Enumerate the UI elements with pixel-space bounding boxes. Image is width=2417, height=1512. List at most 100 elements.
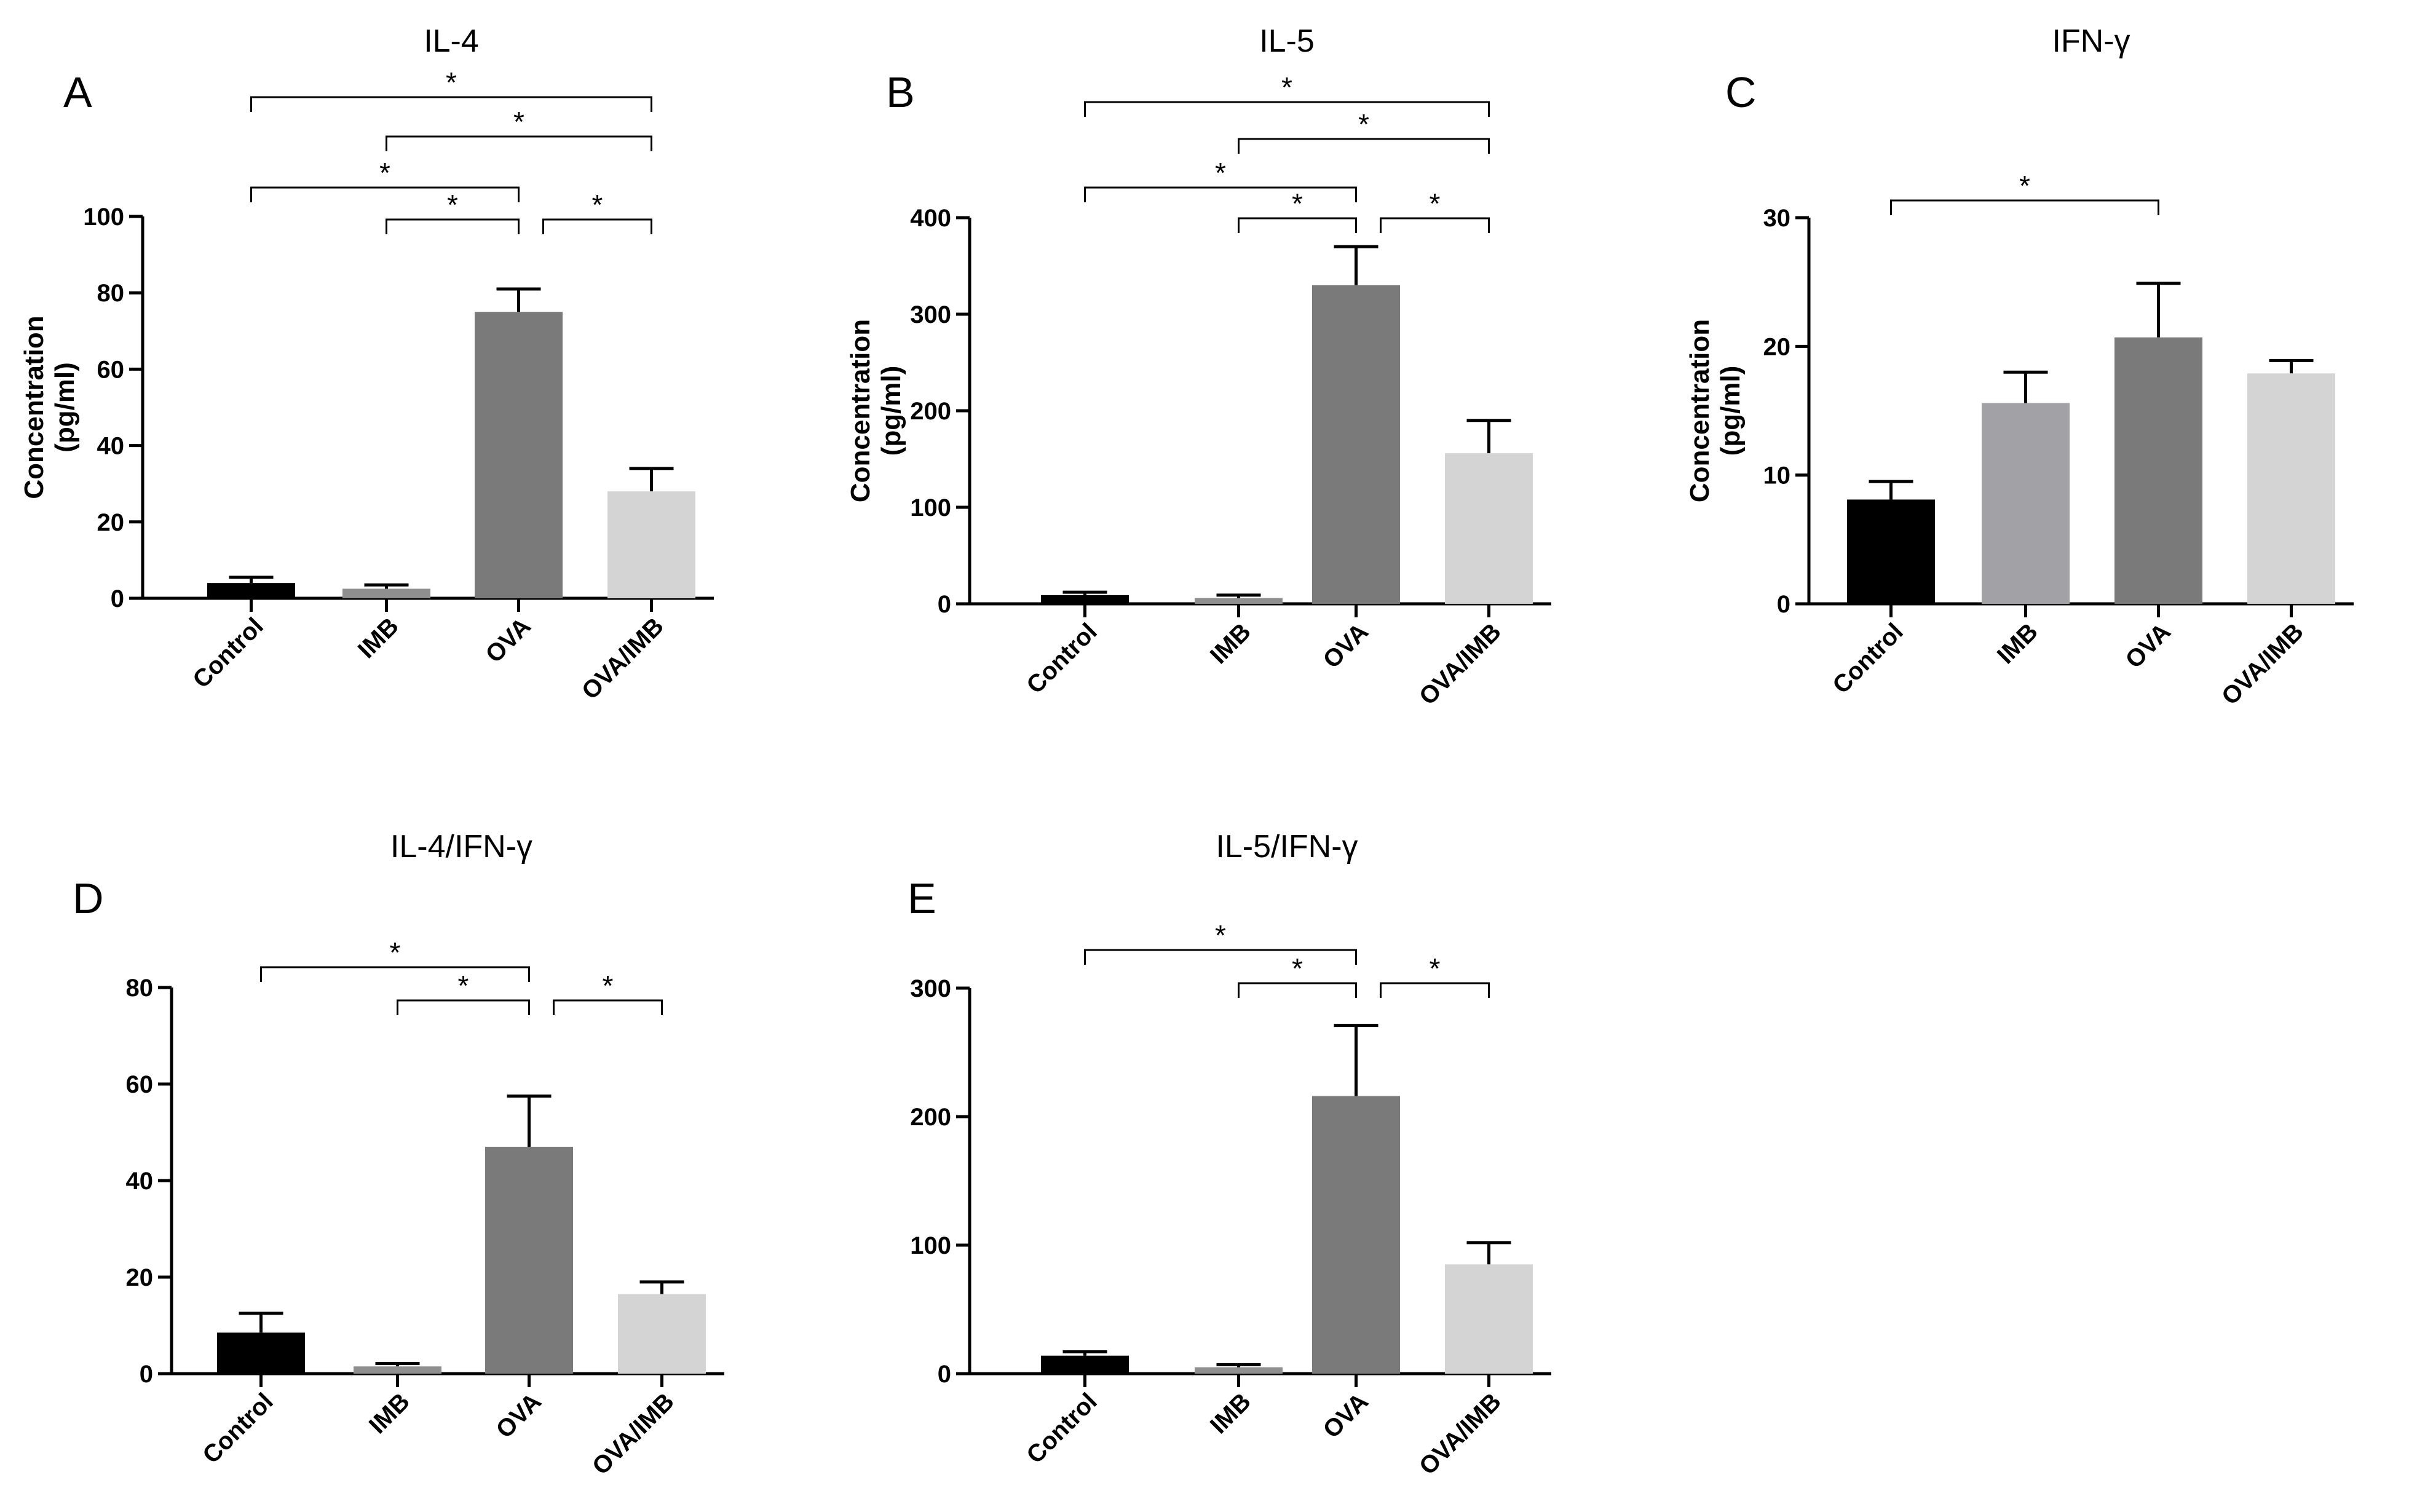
significance-bracket	[1084, 101, 1490, 117]
y-tick-label: 80	[97, 280, 125, 307]
category-label: Control	[1827, 618, 1909, 699]
y-tick-label: 20	[1763, 333, 1791, 360]
significance-bracket	[1084, 186, 1357, 202]
bar-control	[207, 583, 295, 598]
bar-ova	[1312, 1096, 1400, 1374]
y-tick-label: 40	[126, 1168, 154, 1195]
significance-bracket	[250, 96, 652, 112]
significance-star: *	[1292, 188, 1303, 220]
significance-bracket	[542, 218, 652, 234]
category-label: OVA	[1318, 618, 1374, 673]
significance-star: *	[1281, 71, 1292, 103]
y-tick-label: 20	[126, 1264, 154, 1291]
significance-bracket	[1084, 949, 1357, 965]
chart-panel-c: C IFN-γ Concentration (pg/ml) 0 10 20 30 Control…	[1685, 23, 2354, 710]
bar-imb	[342, 588, 430, 598]
y-tick-label: 20	[97, 509, 125, 536]
bar-ova-imb	[2247, 373, 2335, 604]
bar-ova-imb	[618, 1294, 706, 1374]
y-tick-label: 30	[1763, 205, 1791, 232]
category-label: Control	[1021, 618, 1102, 699]
chart-title: IL-4	[424, 23, 479, 59]
chart-panel-d: D IL-4/IFN-γ 0 20 40 60 80 Control IMB OVA OVA/IMB…	[73, 829, 724, 1480]
significance-star: *	[1215, 157, 1226, 189]
y-tick-label: 10	[1763, 462, 1791, 489]
significance-star: *	[1430, 952, 1441, 984]
bar-ova	[2114, 337, 2202, 604]
significance-star: *	[447, 189, 458, 221]
significance-star: *	[592, 189, 603, 221]
significance-star: *	[1430, 188, 1441, 220]
significance-bracket	[1380, 217, 1490, 233]
bar-control	[1041, 1355, 1129, 1374]
y-tick-label: 60	[126, 1071, 154, 1098]
category-label: OVA	[2121, 618, 2176, 673]
y-axis-label-unit: (pg/ml)	[1715, 366, 1746, 456]
chart-title: IFN-γ	[2052, 23, 2130, 59]
significance-star: *	[1358, 108, 1369, 140]
bar-ova-imb	[1445, 453, 1533, 604]
significance-star: *	[458, 970, 469, 1002]
y-axis-label: Concentration	[19, 315, 49, 499]
significance-bracket	[1238, 982, 1357, 998]
significance-bracket	[553, 999, 663, 1015]
category-label: IMB	[1992, 618, 2043, 669]
bar-ova	[485, 1147, 573, 1374]
y-tick-label: 0	[938, 1361, 951, 1388]
significance-bracket	[260, 966, 530, 982]
category-label: OVA/IMB	[2217, 618, 2309, 710]
y-tick-label: 0	[111, 585, 124, 612]
y-axis-label: Concentration	[1685, 319, 1715, 502]
bar-ova-imb	[1445, 1264, 1533, 1374]
significance-bracket	[1238, 217, 1357, 233]
y-tick-label: 60	[97, 356, 125, 383]
panel-label: E	[908, 874, 936, 922]
significance-bracket	[1238, 138, 1490, 154]
panel-label: A	[63, 68, 92, 116]
y-tick-label: 100	[910, 494, 951, 521]
category-label: IMB	[1205, 1388, 1256, 1439]
chart-panel-b: B IL-5 Concentration (pg/ml) 0 100 200 300 400 Co…	[845, 23, 1551, 710]
y-tick-label: 400	[910, 205, 951, 232]
bar-imb	[1982, 403, 2070, 604]
bar-control	[217, 1332, 305, 1374]
significance-star: *	[1292, 952, 1303, 984]
bar-ova	[475, 312, 563, 598]
y-tick-label: 300	[910, 975, 951, 1002]
chart-title: IL-4/IFN-γ	[390, 829, 532, 865]
significance-star: *	[379, 157, 390, 189]
significance-bracket	[1380, 982, 1490, 998]
bar-ova-imb	[607, 491, 695, 598]
panel-label: C	[1725, 68, 1757, 116]
chart-panel-e: E IL-5/IFN-γ 0 100 200 300 Control IMB OVA OVA/IM…	[908, 829, 1551, 1480]
chart-title: IL-5/IFN-γ	[1216, 829, 1358, 865]
y-tick-label: 200	[910, 1104, 951, 1131]
chart-panel-a: A IL-4 Concentration (pg/ml) 0 20 40 60 80 100 Con…	[19, 23, 714, 705]
y-tick-label: 0	[140, 1361, 153, 1388]
bar-ova	[1312, 285, 1400, 604]
panel-label: D	[73, 874, 104, 922]
category-label: OVA	[491, 1388, 547, 1443]
bar-control	[1847, 499, 1935, 604]
chart-title: IL-5	[1259, 23, 1315, 59]
category-label: Control	[188, 612, 269, 694]
category-label: OVA	[1318, 1388, 1374, 1443]
significance-bracket	[397, 999, 530, 1015]
significance-star: *	[603, 970, 614, 1002]
y-tick-label: 0	[938, 591, 951, 618]
category-label: OVA	[481, 612, 536, 668]
y-axis-label: Concentration	[845, 319, 876, 502]
bar-control	[1041, 595, 1129, 604]
significance-star: *	[446, 66, 457, 98]
y-axis-label-unit: (pg/ml)	[876, 366, 906, 456]
category-label: OVA/IMB	[1414, 618, 1506, 710]
category-label: IMB	[364, 1388, 415, 1439]
bar-imb	[354, 1366, 441, 1374]
significance-bracket	[386, 135, 652, 151]
bar-imb	[1195, 1367, 1283, 1374]
y-tick-label: 0	[1777, 591, 1790, 618]
category-label: Control	[197, 1388, 279, 1469]
significance-star: *	[390, 936, 401, 968]
category-label: Control	[1021, 1388, 1102, 1469]
